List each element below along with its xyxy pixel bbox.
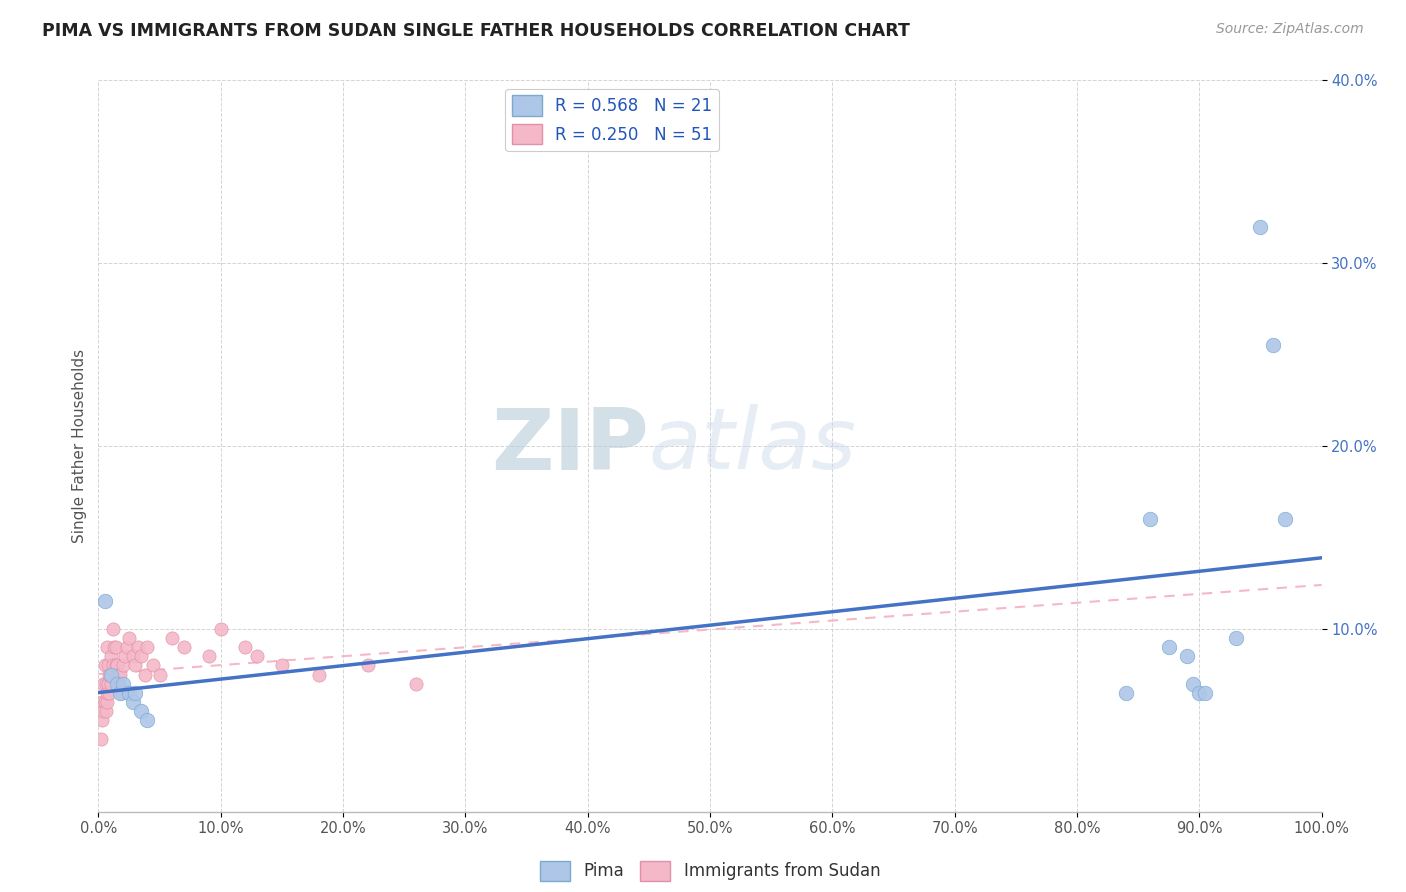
Point (111, 658, 134, 673)
Point (118, 686, 141, 700)
Point (1261, 338, 1284, 352)
Point (1249, 219, 1271, 234)
Text: Source: ZipAtlas.com: Source: ZipAtlas.com (1216, 22, 1364, 37)
Point (136, 714, 159, 728)
Point (103, 640, 125, 655)
Y-axis label: Single Father Households: Single Father Households (72, 349, 87, 543)
Point (127, 640, 149, 655)
Point (91, 676, 114, 690)
Point (1139, 512, 1161, 526)
Point (111, 676, 134, 690)
Point (91, 704, 114, 718)
Point (93, 695, 115, 709)
Point (136, 640, 159, 655)
Point (149, 667, 172, 681)
Point (100, 676, 122, 690)
Point (98, 686, 121, 700)
Point (97, 676, 120, 690)
Point (93, 594, 115, 608)
Text: atlas: atlas (648, 404, 856, 488)
Point (142, 658, 165, 673)
Point (1194, 686, 1216, 700)
Point (134, 667, 156, 681)
Text: ZIP: ZIP (491, 404, 648, 488)
Point (121, 649, 143, 664)
Point (129, 649, 152, 664)
Point (93, 658, 115, 673)
Point (98, 667, 121, 681)
Point (209, 622, 232, 636)
Point (246, 649, 269, 664)
Point (104, 658, 127, 673)
Point (96, 695, 118, 709)
Point (118, 631, 141, 645)
Point (308, 667, 330, 681)
Point (124, 686, 146, 700)
Point (197, 649, 219, 664)
Point (114, 649, 136, 664)
Point (160, 631, 183, 645)
Point (108, 676, 131, 690)
Point (94, 676, 117, 690)
Point (100, 667, 122, 681)
Legend: Pima, Immigrants from Sudan: Pima, Immigrants from Sudan (533, 854, 887, 888)
Point (104, 640, 127, 655)
Point (173, 640, 195, 655)
Point (105, 658, 128, 673)
Point (90, 731, 112, 746)
Point (110, 686, 132, 700)
Point (1225, 631, 1247, 645)
Point (100, 649, 122, 664)
Point (1157, 640, 1180, 655)
Point (270, 658, 294, 673)
Point (1274, 512, 1296, 526)
Point (1182, 676, 1205, 690)
Point (101, 622, 124, 636)
Point (405, 676, 427, 690)
Point (105, 676, 128, 690)
Point (1188, 686, 1211, 700)
Point (111, 686, 134, 700)
Point (110, 667, 132, 681)
Point (91, 714, 114, 728)
Point (1115, 686, 1137, 700)
Point (96, 640, 118, 655)
Point (97, 658, 120, 673)
Point (233, 640, 256, 655)
Point (1175, 649, 1198, 664)
Point (107, 667, 129, 681)
Point (356, 658, 378, 673)
Point (101, 667, 124, 681)
Point (129, 704, 152, 718)
Point (94, 704, 117, 718)
Point (115, 640, 138, 655)
Point (121, 695, 143, 709)
Point (91, 695, 114, 709)
Text: PIMA VS IMMIGRANTS FROM SUDAN SINGLE FATHER HOUSEHOLDS CORRELATION CHART: PIMA VS IMMIGRANTS FROM SUDAN SINGLE FAT… (42, 22, 910, 40)
Point (96, 686, 118, 700)
Point (124, 658, 146, 673)
Point (101, 658, 124, 673)
